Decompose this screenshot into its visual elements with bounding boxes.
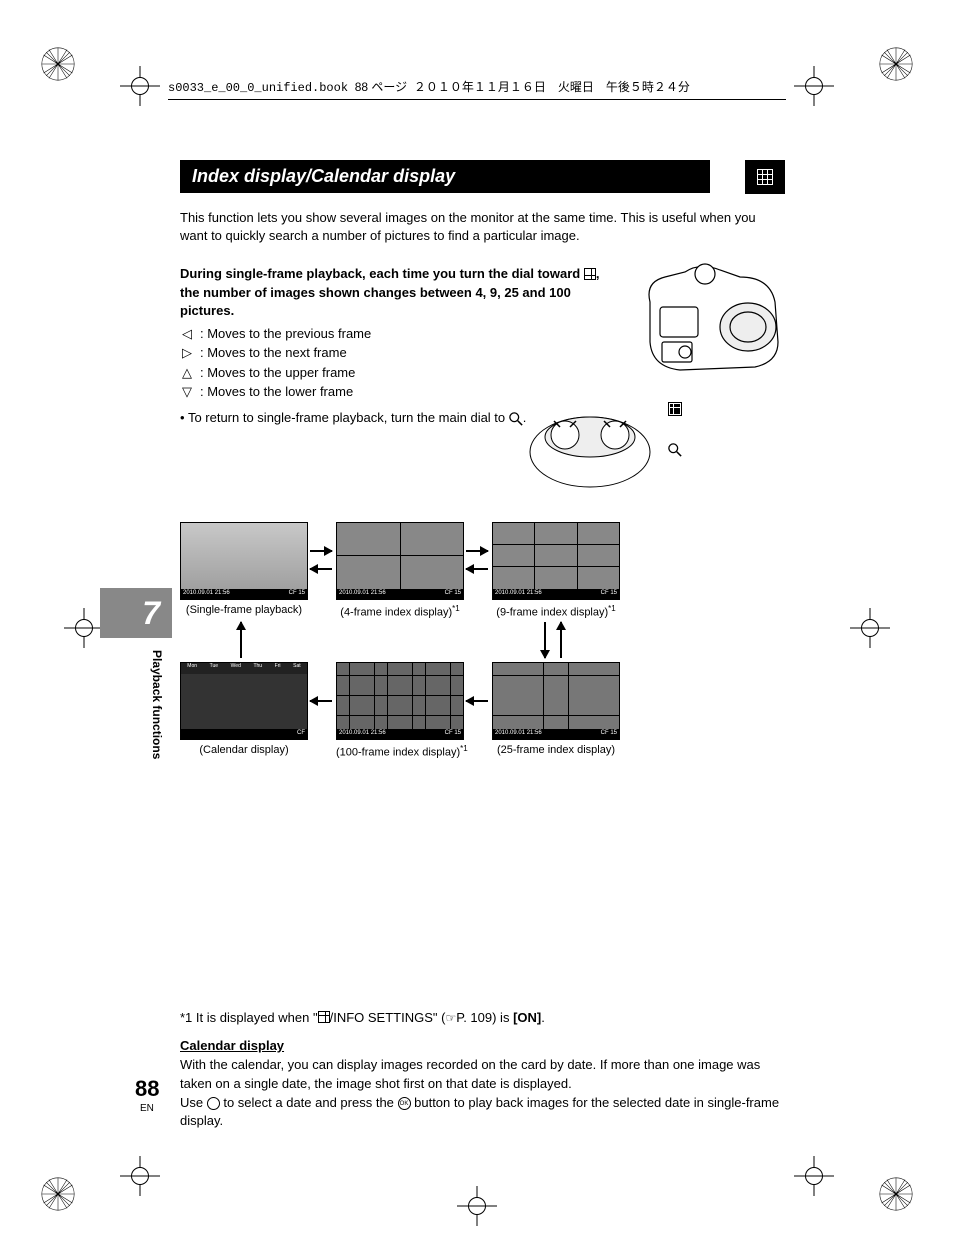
filename: s0033_e_00_0_unified.book — [168, 81, 348, 95]
reference-icon: ☞ — [445, 1011, 456, 1025]
calendar-heading: Calendar display — [180, 1037, 780, 1056]
page-jp: 88 ページ — [355, 80, 407, 94]
arrow-icon — [310, 700, 332, 702]
reg-mark — [40, 1176, 76, 1212]
right-icon: ▷ — [180, 343, 194, 363]
arrow-icon — [544, 622, 546, 658]
calendar-display: MonTueWedThuFriSat CF — [180, 662, 308, 740]
arrow-icon — [466, 700, 488, 702]
100-frame-label: (100-frame index display)*1 — [336, 744, 464, 759]
up-icon: △ — [180, 363, 194, 383]
section-title: Index display/Calendar display — [180, 160, 710, 193]
page-number: 88 — [135, 1076, 159, 1102]
reg-mark — [878, 46, 914, 82]
calendar-section: Calendar display With the calendar, you … — [180, 1037, 780, 1131]
camera-top-illustration — [520, 397, 660, 497]
grid-icon-inline — [584, 268, 596, 280]
down-icon: ▽ — [180, 382, 194, 402]
page-language: EN — [140, 1103, 154, 1114]
nav-up: : Moves to the upper frame — [200, 363, 355, 383]
grid-icon-inline — [318, 1011, 330, 1023]
100-frame-display: 2010.09.01 21:56CF 15 — [336, 662, 464, 740]
nav-right: : Moves to the next frame — [200, 343, 347, 363]
single-frame-label: (Single-frame playback) — [180, 604, 308, 616]
display-diagram: 2010.09.01 21:56CF 15 (Single-frame play… — [180, 462, 780, 802]
grid-icon — [745, 160, 785, 194]
dpad-icon — [207, 1097, 220, 1110]
crosshair-icon — [794, 66, 834, 106]
reg-mark — [40, 46, 76, 82]
arrow-icon — [310, 550, 332, 552]
grid-icon-small — [668, 402, 682, 420]
calendar-label: (Calendar display) — [180, 744, 308, 756]
subheading: During single-frame playback, each time … — [180, 265, 600, 320]
camera-illustration — [630, 252, 790, 392]
9-frame-label: (9-frame index display)*1 — [492, 604, 620, 619]
magnifier-icon — [668, 442, 682, 460]
nav-left: : Moves to the previous frame — [200, 324, 371, 344]
crosshair-icon — [120, 1156, 160, 1196]
crosshair-icon — [120, 66, 160, 106]
ok-icon: OK — [398, 1097, 411, 1110]
4-frame-label: (4-frame index display)*1 — [336, 604, 464, 619]
4-frame-display: 2010.09.01 21:56CF 15 — [336, 522, 464, 600]
calendar-p2: Use to select a date and press the OK bu… — [180, 1094, 780, 1132]
crosshair-icon — [64, 608, 104, 648]
9-frame-display: 2010.09.01 21:56CF 15 — [492, 522, 620, 600]
calendar-p1: With the calendar, you can display image… — [180, 1056, 780, 1094]
crosshair-icon — [794, 1156, 834, 1196]
crosshair-icon — [457, 1186, 497, 1226]
arrow-icon — [560, 622, 562, 658]
intro-text: This function lets you show several imag… — [180, 209, 770, 245]
single-frame-display: 2010.09.01 21:56CF 15 — [180, 522, 308, 600]
25-frame-display: 2010.09.01 21:56CF 15 — [492, 662, 620, 740]
date-jp: ２０１０年１１月１６日 火曜日 午後５時２４分 — [414, 80, 690, 94]
left-icon: ◁ — [180, 324, 194, 344]
reg-mark — [878, 1176, 914, 1212]
return-note: To return to single-frame playback, turn… — [180, 410, 780, 426]
chapter-tab: 7 — [100, 588, 172, 638]
arrow-icon — [240, 622, 242, 658]
crosshair-icon — [850, 608, 890, 648]
25-frame-label: (25-frame index display) — [492, 744, 620, 756]
arrow-icon — [466, 550, 488, 552]
nav-down: : Moves to the lower frame — [200, 382, 353, 402]
arrow-icon — [310, 568, 332, 570]
page-header: s0033_e_00_0_unified.book 88 ページ ２０１０年１１… — [168, 78, 786, 100]
arrow-icon — [466, 568, 488, 570]
footnote: *1 It is displayed when "/INFO SETTINGS"… — [180, 1010, 780, 1026]
sidebar-label: Playback functions — [150, 650, 164, 759]
